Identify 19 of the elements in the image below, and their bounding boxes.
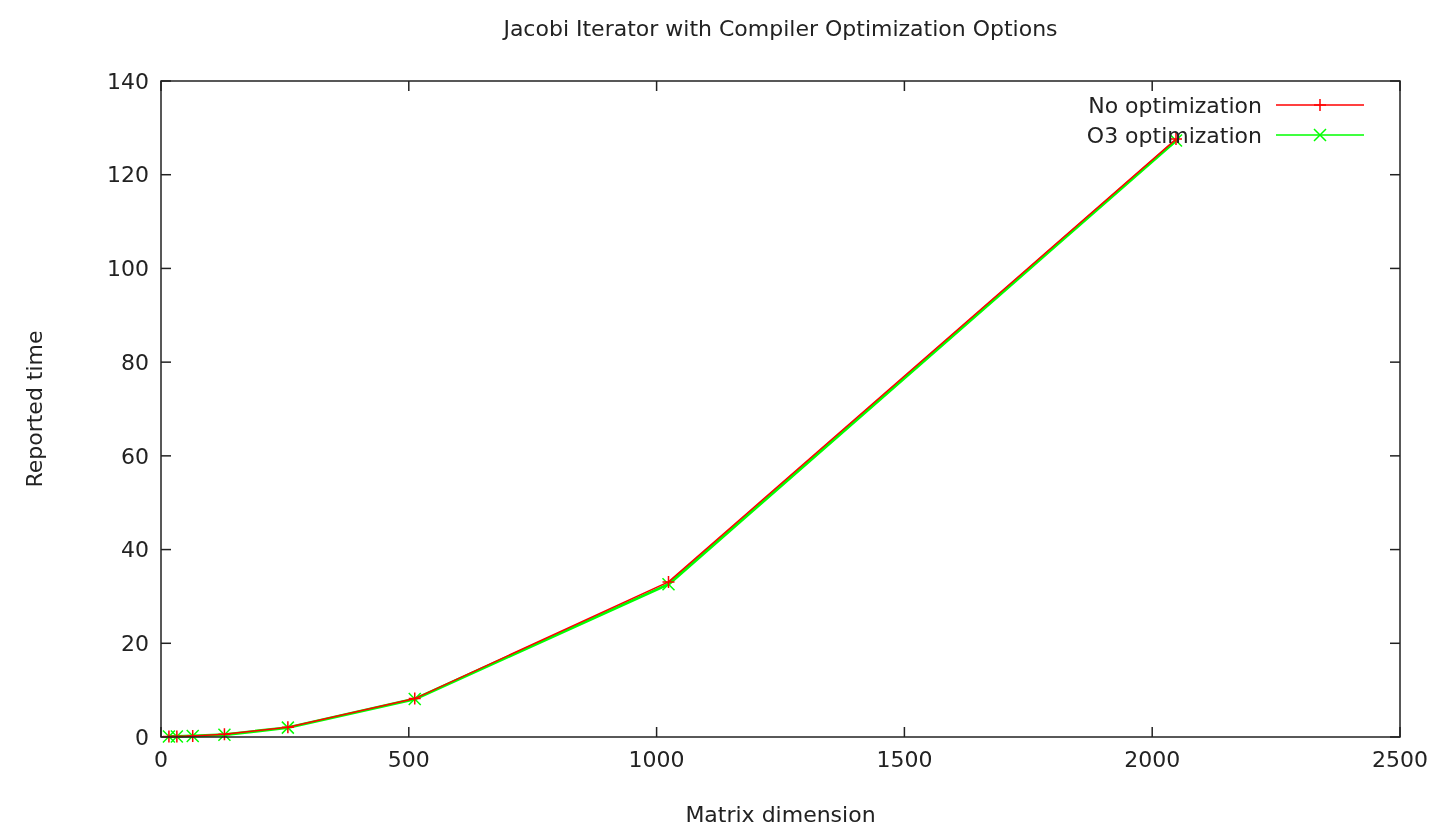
x-axis-title: Matrix dimension	[685, 802, 876, 827]
x-tick-label: 500	[387, 747, 430, 772]
x-tick-label: 1500	[876, 747, 933, 772]
y-tick-label: 40	[121, 537, 149, 563]
y-tick-label: 120	[107, 162, 149, 188]
y-tick-label: 80	[121, 349, 149, 375]
y-axis-title: Reported time	[22, 330, 47, 488]
x-tick-label: 1000	[628, 747, 685, 772]
x-tick-label: 2500	[1372, 747, 1428, 772]
y-tick-label: 0	[135, 724, 149, 750]
legend-label: O3 optimization	[1086, 122, 1262, 148]
x-tick-label: 2000	[1124, 747, 1181, 772]
y-tick-label: 140	[107, 68, 149, 94]
y-tick-label: 60	[121, 443, 149, 469]
y-tick-label: 20	[121, 630, 149, 656]
x-tick-label: 0	[154, 747, 168, 772]
y-tick-label: 100	[107, 256, 149, 282]
chart-title: Jacobi Iterator with Compiler Optimization Options	[501, 16, 1058, 41]
legend-label: No optimization	[1088, 92, 1262, 118]
